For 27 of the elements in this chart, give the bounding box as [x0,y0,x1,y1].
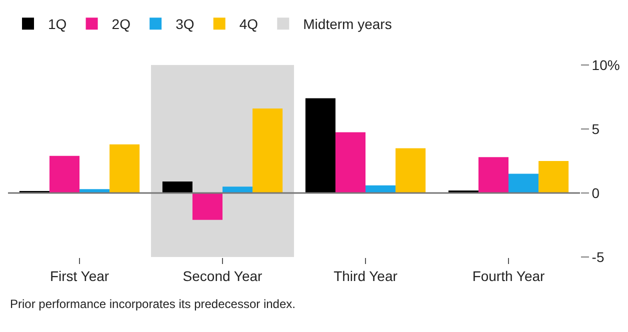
bar [366,185,396,193]
x-tick-label: Third Year [334,268,398,284]
x-tick-label: First Year [50,268,110,284]
bar [49,156,80,193]
bar [305,98,336,193]
y-tick-label: 5 [592,120,600,137]
legend-label: 4Q [239,16,258,32]
bar [222,186,253,193]
bar [252,108,283,193]
legend-label: Midterm years [303,16,392,32]
bar [335,132,366,193]
legend-label: 1Q [48,16,67,32]
y-tick-label: -5 [592,248,604,265]
bar [508,174,539,193]
text: Prior performance incorporates its predecessor index. [10,297,296,311]
legend-label: 2Q [112,16,131,32]
y-tick-label: 10% [592,56,620,73]
x-tick-label: Second Year [182,268,263,284]
y-tick-label: 0 [592,184,600,201]
bar [162,181,192,193]
bar [396,148,426,193]
bar [192,193,222,220]
x-tick-label: Fourth Year [472,268,546,284]
bar [478,157,508,193]
bar [538,161,569,193]
bar [110,144,140,193]
legend-label: 3Q [176,16,194,32]
